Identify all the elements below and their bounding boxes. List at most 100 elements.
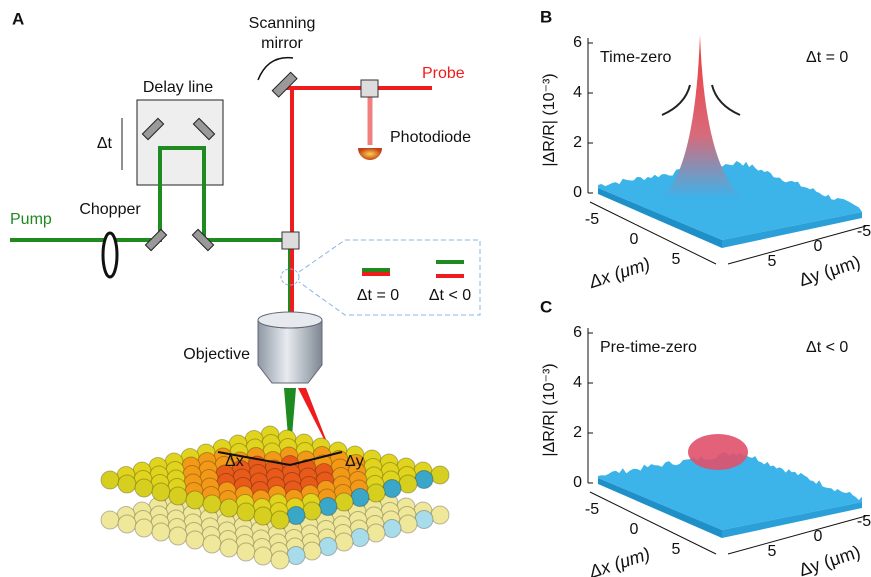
arrow bbox=[661, 84, 691, 116]
surface-side bbox=[598, 478, 722, 538]
surface-floor bbox=[598, 160, 862, 240]
scanning-mirror-label: mirror bbox=[261, 35, 303, 52]
sample bbox=[100, 425, 450, 570]
z-tick-label: 2 bbox=[573, 134, 582, 151]
y-tick-label: 0 bbox=[814, 238, 823, 255]
surface-peak bbox=[688, 434, 748, 470]
z-tick-label: 6 bbox=[573, 324, 582, 341]
atom bbox=[202, 534, 222, 554]
dx-arrow bbox=[217, 451, 291, 466]
beamsplitter bbox=[360, 79, 379, 98]
atom bbox=[318, 537, 338, 556]
atom bbox=[350, 528, 370, 547]
atom bbox=[117, 514, 137, 534]
scanning-mirror-label: Scanning bbox=[249, 15, 316, 32]
objective bbox=[257, 319, 323, 384]
surface-side bbox=[722, 212, 862, 248]
x-axis bbox=[589, 491, 717, 555]
surface-side bbox=[722, 502, 862, 538]
mirror bbox=[144, 228, 168, 252]
dy-arrow bbox=[289, 451, 343, 466]
panel-label: A bbox=[12, 9, 24, 28]
scanning-mirror bbox=[271, 71, 298, 98]
z-tick-label: 0 bbox=[573, 474, 582, 491]
delay-line-label: Delay line bbox=[143, 79, 213, 96]
delay-label: Δt = 0 bbox=[806, 49, 848, 66]
y-axis bbox=[727, 225, 867, 265]
atom bbox=[430, 465, 450, 485]
plot-title: Time-zero bbox=[600, 49, 672, 66]
mirror bbox=[141, 117, 165, 141]
surface-side bbox=[598, 188, 722, 248]
callout bbox=[298, 239, 481, 316]
x-tick-label: 0 bbox=[630, 231, 639, 248]
x-axis bbox=[589, 201, 717, 265]
scan-arrow bbox=[257, 56, 294, 81]
atom bbox=[134, 478, 154, 498]
dx-label: Δx bbox=[225, 453, 244, 470]
z-axis-label: |ΔR/R| (10⁻³) bbox=[541, 363, 558, 456]
atom bbox=[100, 470, 120, 490]
y-axis-label: Δy (μm) bbox=[796, 252, 862, 291]
x-tick-label: -5 bbox=[585, 211, 599, 228]
delay-box bbox=[136, 99, 224, 186]
z-tick-label: 4 bbox=[573, 84, 582, 101]
arrow bbox=[711, 84, 741, 116]
atom bbox=[168, 486, 188, 506]
x-tick-label: 5 bbox=[672, 541, 681, 558]
z-tick-label: 2 bbox=[573, 424, 582, 441]
z-tick-label: 0 bbox=[573, 184, 582, 201]
x-tick-label: 5 bbox=[672, 251, 681, 268]
atom bbox=[382, 519, 402, 538]
atom bbox=[334, 532, 354, 552]
atom bbox=[168, 526, 188, 546]
probe-cone bbox=[298, 388, 332, 455]
z-tick-label: 6 bbox=[573, 34, 582, 51]
z-axis-label: |ΔR/R| (10⁻³) bbox=[541, 73, 558, 166]
inset-label: Δt < 0 bbox=[429, 287, 471, 304]
atom bbox=[286, 546, 306, 565]
atom bbox=[430, 505, 450, 525]
delay-label: Δt < 0 bbox=[806, 339, 848, 356]
photodiode-label: Photodiode bbox=[390, 129, 471, 146]
surface-floor bbox=[598, 452, 862, 530]
chopper-label: Chopper bbox=[79, 201, 141, 218]
probe-beam bbox=[285, 86, 432, 320]
pump-cone bbox=[284, 388, 296, 460]
beamsplitter bbox=[281, 231, 300, 250]
y-axis-label: Δy (μm) bbox=[796, 542, 862, 577]
delay-label: Δt bbox=[97, 135, 113, 152]
chopper bbox=[101, 231, 119, 279]
atom bbox=[366, 523, 386, 543]
z-tick-label: 4 bbox=[573, 374, 582, 391]
x-tick-label: -5 bbox=[585, 501, 599, 518]
probe-label: Probe bbox=[422, 65, 465, 82]
atom bbox=[398, 474, 418, 494]
atom bbox=[414, 470, 434, 489]
atom bbox=[270, 510, 290, 530]
atom bbox=[253, 506, 273, 526]
mirror bbox=[191, 228, 215, 252]
x-tick-label: 0 bbox=[630, 521, 639, 538]
inset-label: Δt = 0 bbox=[357, 287, 399, 304]
y-axis bbox=[727, 515, 867, 555]
plot-title: Pre-time-zero bbox=[600, 339, 697, 356]
atom bbox=[286, 506, 306, 525]
objective-top bbox=[257, 311, 323, 329]
atom bbox=[151, 522, 171, 542]
atom bbox=[134, 518, 154, 538]
y-tick-label: 0 bbox=[814, 528, 823, 545]
x-axis-label: Δx (μm) bbox=[586, 254, 653, 293]
atom bbox=[302, 541, 322, 561]
atom bbox=[366, 483, 386, 503]
atom bbox=[219, 498, 239, 518]
setup-diagram: A Delay line Δt Scanning mirror Probe Ph… bbox=[10, 9, 481, 570]
y-tick-label: 5 bbox=[768, 253, 777, 270]
atom bbox=[185, 530, 205, 550]
atom bbox=[100, 510, 120, 530]
atom bbox=[414, 510, 434, 529]
atom bbox=[334, 492, 354, 512]
dy-label: Δy bbox=[345, 453, 364, 470]
